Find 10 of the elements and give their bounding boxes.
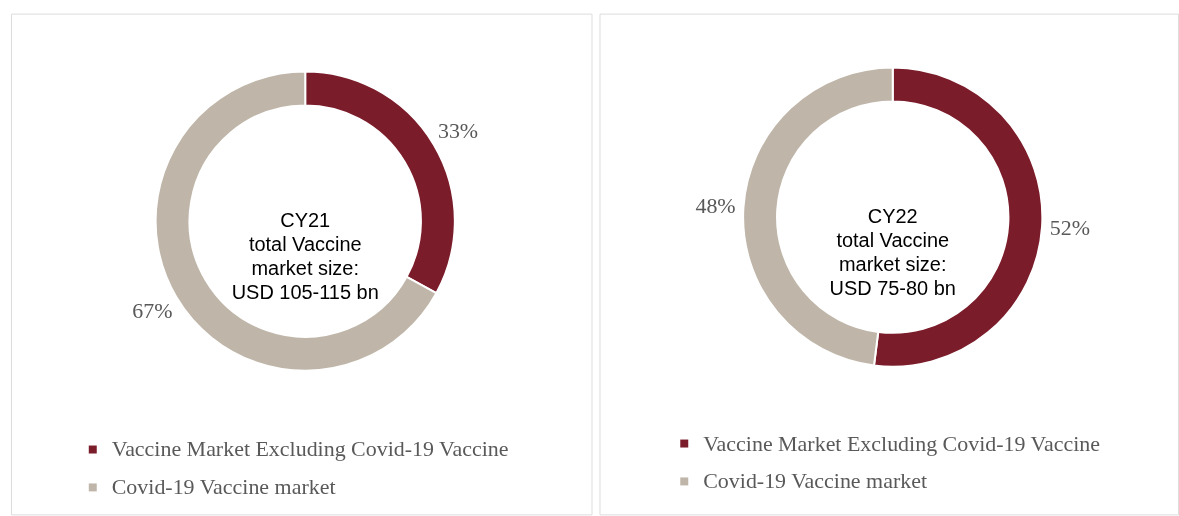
text: CY21 total Vaccine market size: USD 105-115 bn: [231, 209, 379, 303]
data-label: 52%: [1049, 215, 1091, 241]
legend-label: Vaccine Market Excluding Covid-19 Vaccine: [703, 430, 1100, 456]
text: CY22 total Vaccine market size: USD 75-80 bn: [829, 205, 956, 299]
legend-label: Covid-19 Vaccine market: [703, 468, 927, 494]
data-label: 48%: [695, 192, 736, 218]
data-label: 33%: [437, 117, 479, 143]
data-label: 67%: [132, 298, 173, 324]
legend-label: Vaccine Market Excluding Covid-19 Vaccine: [111, 436, 509, 462]
legend-label: Covid-19 Vaccine market: [111, 474, 336, 500]
